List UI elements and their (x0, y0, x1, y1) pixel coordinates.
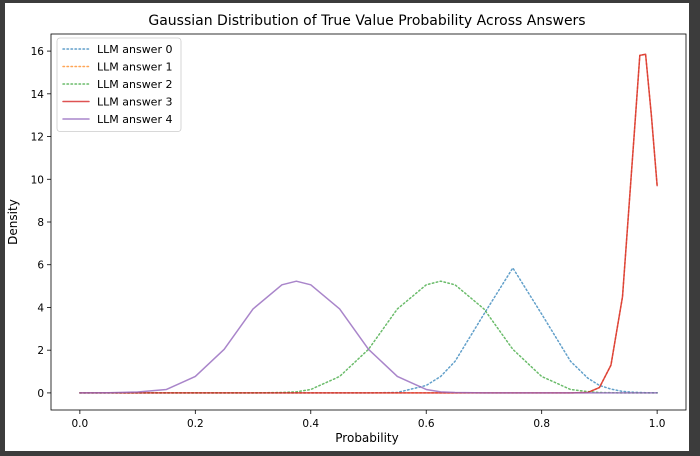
y-tick-label: 4 (37, 302, 44, 314)
legend: LLM answer 0 LLM answer 1 LLM answer 2 LLM … (56, 37, 182, 132)
y-tick-label: 6 (37, 260, 44, 272)
legend-label-1: LLM answer 1 (97, 61, 172, 74)
series-line-3 (79, 53, 658, 394)
legend-label-0: LLM answer 0 (97, 43, 172, 56)
x-tick-label: 1.0 (649, 418, 666, 430)
y-tick-label: 12 (31, 132, 44, 144)
y-tick-label: 2 (37, 345, 44, 357)
axes-layer: 0.0 0.2 0.4 0.6 0.8 1.0 0 2 4 6 8 10 12 14 16 (31, 33, 687, 430)
x-tick-label: 0.4 (302, 418, 319, 430)
series-line-0 (79, 267, 658, 394)
series-layer (79, 53, 658, 394)
y-tick-label: 8 (37, 217, 44, 229)
series-line-4 (79, 280, 658, 394)
legend-label-3: LLM answer 3 (97, 96, 172, 109)
y-tick-label: 14 (31, 89, 45, 101)
x-tick-label: 0.0 (72, 418, 89, 430)
legend-label-2: LLM answer 2 (97, 78, 172, 91)
x-tick-label: 0.6 (418, 418, 435, 430)
chart-title: Gaussian Distribution of True Value Prob… (148, 13, 585, 29)
y-tick-label: 16 (31, 46, 45, 58)
x-tick-label: 0.2 (187, 418, 204, 430)
y-tick-label: 0 (37, 388, 44, 400)
legend-label-4: LLM answer 4 (97, 113, 172, 126)
legend-box (56, 37, 182, 132)
chart-svg: Gaussian Distribution of True Value Prob… (6, 13, 687, 445)
x-axis-label: Probability (335, 431, 398, 445)
y-tick-label: 10 (31, 174, 44, 186)
chart-figure: Gaussian Distribution of True Value Prob… (5, 3, 689, 451)
y-axis-label: Density (6, 199, 20, 245)
x-tick-label: 0.8 (533, 418, 550, 430)
